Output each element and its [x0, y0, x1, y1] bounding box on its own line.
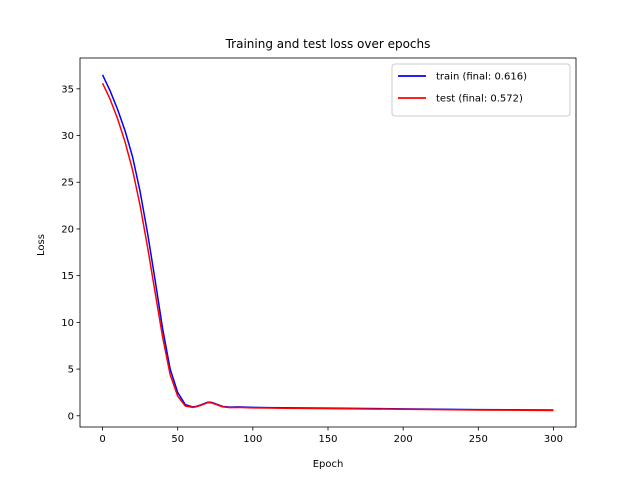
chart-title: Training and test loss over epochs [225, 37, 431, 51]
y-tick-label: 30 [61, 131, 74, 142]
x-axis-label: Epoch [313, 459, 344, 470]
y-tick-label: 15 [61, 271, 74, 282]
x-tick-label: 300 [544, 434, 563, 445]
x-tick-label: 0 [99, 434, 105, 445]
x-tick-label: 50 [171, 434, 184, 445]
legend-box [391, 63, 571, 117]
y-tick-label: 20 [61, 224, 74, 235]
y-tick-label: 10 [61, 318, 74, 329]
y-axis-label: Loss [36, 234, 47, 256]
series-line-test [101, 82, 554, 412]
legend-label-train: train (final: 0.616) [436, 72, 527, 83]
x-tick-label: 100 [243, 434, 262, 445]
plot-area: 0 50 100 150 200 250 300 0 5 10 15 20 25 30 35 train (f… [61, 57, 577, 445]
x-tick-label: 150 [318, 434, 337, 445]
x-tick-label: 200 [394, 434, 413, 445]
x-tick-label: 250 [469, 434, 488, 445]
y-tick-label: 0 [68, 411, 74, 422]
y-tick-label: 25 [61, 178, 74, 189]
y-tick-label: 5 [68, 365, 74, 376]
y-tick-label: 35 [61, 84, 74, 95]
legend-label-test: test (final: 0.572) [436, 94, 523, 105]
